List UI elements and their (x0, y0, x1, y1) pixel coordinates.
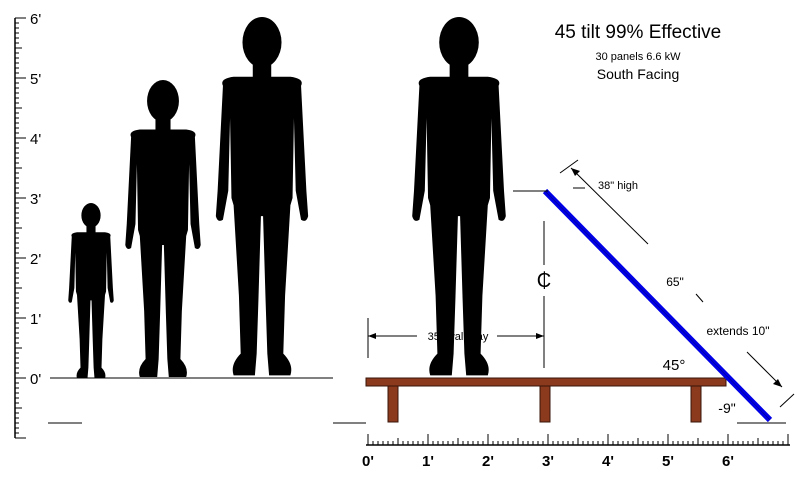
subtitle-panels: 30 panels 6.6 kW (596, 51, 682, 63)
left-height-scale: 6' 5' 4' 3' 2' 1' 0' (14, 11, 41, 439)
left-tick-2: 2' (30, 251, 41, 268)
centerline-symbol: ₵ (537, 270, 551, 292)
bottom-tick-6: 6' (722, 453, 734, 470)
left-tick-6: 6' (30, 11, 41, 28)
bottom-tick-3: 3' (542, 453, 554, 470)
bottom-tick-4: 4' (602, 453, 614, 470)
deck-leg-2 (539, 385, 551, 423)
panel-length-dimension: 65" extends 10" (559, 159, 795, 408)
left-tick-4: 4' (30, 131, 41, 148)
extends-label: extends 10" (707, 324, 770, 338)
deck-leg-3 (690, 385, 702, 423)
subtitle-orientation: South Facing (597, 66, 680, 82)
panel-length-label: 65" (666, 275, 684, 289)
left-tick-5: 5' (30, 71, 41, 88)
left-tick-0: 0' (30, 371, 41, 388)
height-dimension: 38" high (513, 180, 638, 192)
person-silhouette-adult-tall (215, 17, 309, 376)
angle-label: 45° (663, 357, 686, 374)
solar-panel-edge (544, 190, 771, 421)
walkway-label: 35" walkway (428, 331, 489, 343)
bottom-tick-1: 1' (422, 453, 434, 470)
solar-panel (542, 188, 773, 423)
below-deck-label: -9" (718, 400, 735, 416)
deck-leg-1 (387, 385, 399, 423)
left-tick-3: 3' (30, 191, 41, 208)
centerline-dimension: ₵ (537, 221, 551, 368)
deck-platform (365, 377, 727, 423)
bottom-tick-5: 5' (662, 453, 674, 470)
bottom-length-scale: 0' 1' 2' 3' 4' 5' 6' (362, 434, 790, 470)
person-silhouette-teen (125, 80, 201, 377)
walkway-dimension: 35" walkway (367, 318, 544, 358)
height-label: 38" high (598, 180, 638, 192)
deck-top (365, 377, 727, 387)
bottom-tick-2: 2' (482, 453, 494, 470)
bottom-tick-0: 0' (362, 453, 374, 470)
left-tick-1: 1' (30, 311, 41, 328)
person-silhouette-adult-deck (412, 17, 506, 376)
person-silhouette-child (68, 203, 114, 379)
title: 45 tilt 99% Effective (555, 22, 722, 43)
